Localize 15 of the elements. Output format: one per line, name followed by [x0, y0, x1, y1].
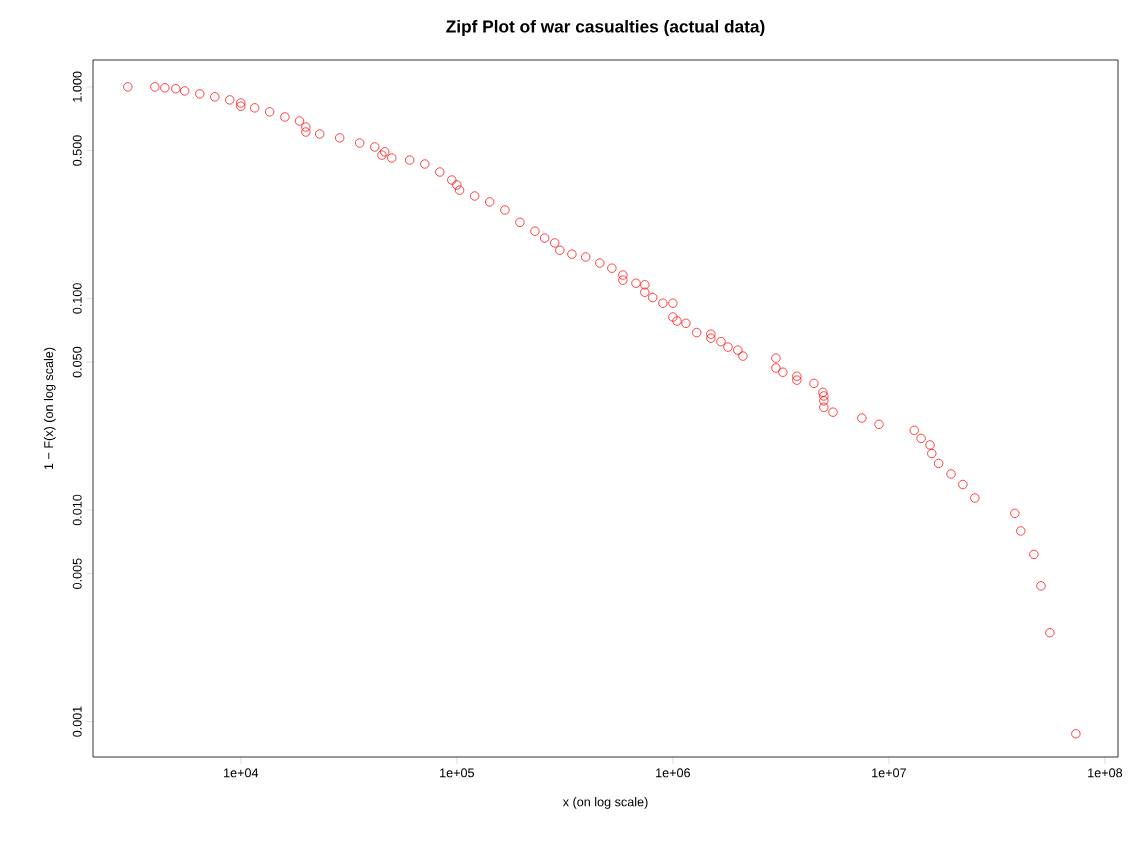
y-tick-label: 0.001: [72, 706, 82, 737]
x-tick-label: 1e+06: [656, 768, 690, 778]
y-tick-label: 0.005: [72, 558, 82, 589]
x-tick-label: 1e+04: [224, 768, 259, 778]
x-tick-label: 1e+07: [872, 768, 906, 778]
chart-title: Zipf Plot of war casualties (actual data): [446, 19, 765, 37]
x-tick-label: 1e+05: [440, 768, 475, 778]
x-tick-label: 1e+08: [1088, 768, 1123, 778]
y-tick-label: 1.000: [72, 71, 82, 102]
y-tick-label: 0.050: [72, 346, 82, 378]
y-tick-label: 0.010: [72, 494, 82, 526]
y-tick-label: 0.500: [72, 135, 82, 166]
y-axis-title: 1 − F(x) (on log scale): [43, 347, 56, 470]
y-tick-label: 0.100: [72, 283, 82, 314]
x-axis-title: x (on log scale): [562, 797, 648, 809]
